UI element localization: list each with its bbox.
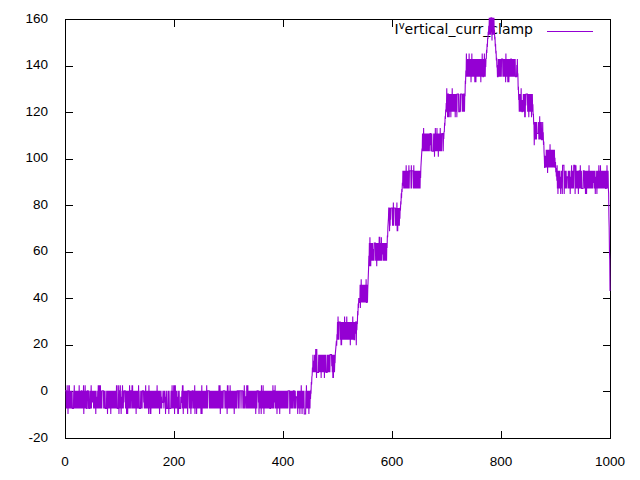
data-line — [65, 18, 610, 414]
chart: Ivertical_curr_clamp -200204060801001201… — [0, 0, 640, 480]
plot-border — [66, 20, 611, 439]
plot-area — [0, 0, 640, 480]
